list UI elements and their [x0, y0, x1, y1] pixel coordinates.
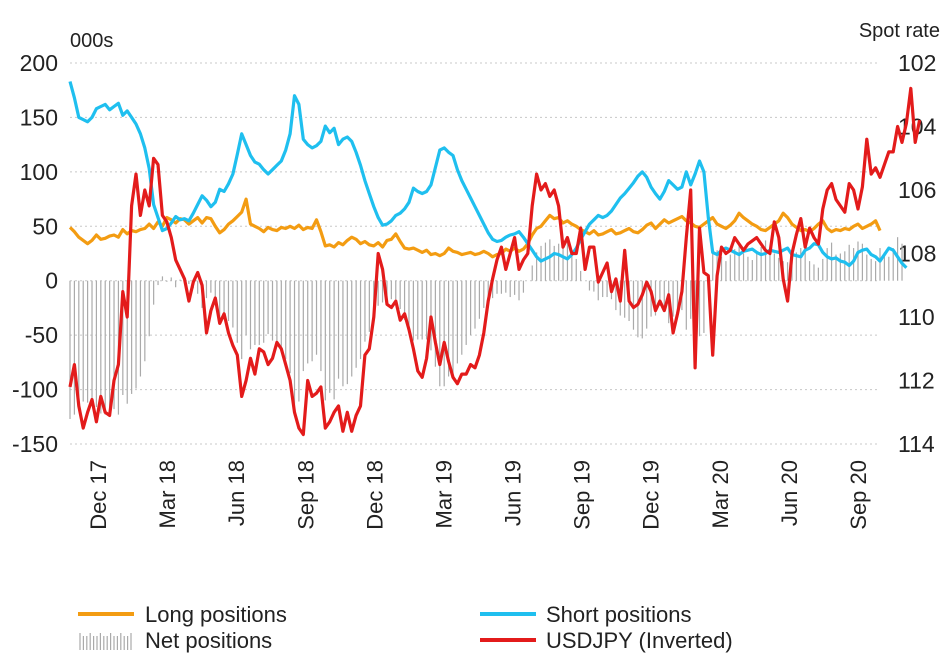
- x-tick-label: Dec 19: [639, 460, 664, 530]
- left-tick-label: 100: [20, 159, 58, 185]
- legend: Long positions Short positions Net posit…: [78, 602, 733, 653]
- x-tick-label: Mar 20: [708, 460, 733, 528]
- x-tick-label: Jun 19: [501, 460, 526, 526]
- legend-item-long: Long positions: [78, 602, 287, 627]
- left-tick-label: 150: [20, 104, 58, 130]
- x-tick-label: Sep 20: [846, 460, 871, 530]
- legend-item-net: Net positions: [79, 628, 272, 653]
- x-axis: Dec 17 Mar 18 Jun 18 Sep 18 Dec 18 Mar 19 Jun …: [86, 460, 871, 530]
- right-tick-label: 114: [898, 431, 935, 457]
- right-tick-label: 112: [898, 368, 935, 394]
- right-tick-label: 102: [898, 50, 936, 76]
- x-tick-label: Dec 18: [362, 460, 387, 530]
- left-tick-label: -150: [12, 431, 58, 457]
- left-axis-unit: 000s: [70, 30, 113, 52]
- left-tick-label: 50: [32, 213, 58, 239]
- legend-label-short: Short positions: [546, 602, 692, 627]
- left-axis: 200 150 100 50 0 -50 -100 -150: [12, 50, 58, 457]
- x-tick-label: Jun 18: [224, 460, 249, 526]
- right-tick-label: 110: [898, 304, 935, 330]
- long-positions-line: [68, 197, 882, 259]
- x-tick-label: Mar 18: [155, 460, 180, 528]
- left-tick-label: -100: [12, 377, 58, 403]
- legend-item-short: Short positions: [480, 602, 692, 627]
- usdjpy-line: [68, 86, 922, 437]
- legend-swatch-net: [79, 633, 132, 650]
- right-tick-label: 108: [898, 241, 936, 267]
- left-tick-label: 200: [20, 50, 58, 76]
- x-tick-label: Jun 20: [777, 460, 802, 526]
- legend-label-long: Long positions: [145, 602, 287, 627]
- right-tick-label: 106: [898, 177, 936, 203]
- legend-label-usdjpy: USDJPY (Inverted): [546, 628, 733, 653]
- legend-item-usdjpy: USDJPY (Inverted): [480, 628, 733, 653]
- short-positions-line: [68, 81, 908, 269]
- right-axis-unit: Spot rate: [859, 20, 940, 42]
- left-tick-label: 0: [45, 268, 58, 294]
- x-tick-label: Sep 19: [570, 460, 595, 530]
- x-tick-label: Dec 17: [86, 460, 111, 530]
- x-tick-label: Sep 18: [293, 460, 318, 530]
- line-series: [68, 81, 922, 437]
- x-tick-label: Mar 19: [431, 460, 456, 528]
- left-tick-label: -50: [25, 322, 58, 348]
- legend-label-net: Net positions: [145, 628, 272, 653]
